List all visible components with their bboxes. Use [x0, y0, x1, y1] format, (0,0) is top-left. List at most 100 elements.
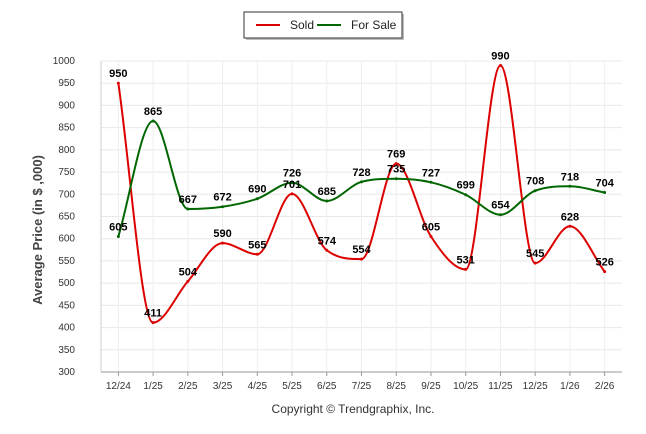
data-point-sold	[498, 63, 502, 67]
data-point-sold	[221, 241, 225, 245]
x-tick-label: 3/25	[213, 381, 233, 392]
data-point-sold	[533, 261, 537, 265]
y-tick-label: 700	[58, 189, 75, 200]
data-point-for-sale	[360, 180, 363, 184]
data-point-for-sale	[151, 119, 155, 123]
data-point-sold	[255, 252, 259, 256]
data-label-sold: 769	[387, 149, 405, 161]
data-point-sold	[116, 81, 120, 85]
y-tick-label: 800	[58, 145, 75, 156]
data-point-sold	[290, 192, 294, 196]
y-tick-label: 400	[58, 323, 75, 334]
copyright-text: Copyright © Trendgraphix, Inc.	[272, 402, 435, 416]
x-tick-label: 10/25	[453, 381, 478, 392]
x-tick-label: 12/24	[106, 381, 131, 392]
data-point-sold	[394, 162, 398, 166]
data-label-for-sale: 865	[144, 106, 162, 118]
x-tick-label: 7/25	[352, 381, 372, 392]
data-point-sold	[360, 257, 363, 261]
data-label-sold: 411	[144, 308, 162, 320]
y-tick-label: 900	[58, 100, 75, 111]
legend-label-sold: Sold	[290, 18, 314, 32]
x-tick-label: 2/26	[595, 381, 615, 392]
x-tick-label: 5/25	[282, 381, 302, 392]
data-point-for-sale	[429, 180, 433, 184]
data-label-for-sale: 708	[526, 176, 544, 188]
data-label-for-sale: 699	[457, 180, 475, 192]
data-label-sold: 701	[283, 179, 301, 191]
y-tick-label: 300	[58, 367, 75, 378]
x-tick-label: 11/25	[488, 381, 513, 392]
data-label-sold: 990	[491, 50, 509, 62]
y-tick-label: 1000	[53, 56, 76, 67]
data-point-sold	[186, 279, 190, 283]
data-label-sold: 554	[352, 244, 371, 256]
data-label-for-sale: 727	[422, 167, 440, 179]
data-point-for-sale	[498, 213, 502, 217]
data-point-for-sale	[290, 181, 294, 185]
data-point-for-sale	[116, 234, 120, 238]
x-tick-label: 6/25	[317, 381, 337, 392]
data-label-for-sale: 690	[248, 184, 266, 196]
data-point-for-sale	[603, 191, 607, 195]
x-tick-label: 9/25	[421, 381, 441, 392]
data-label-sold: 628	[561, 211, 579, 223]
data-point-sold	[151, 321, 155, 325]
legend: Sold For Sale	[243, 11, 404, 40]
data-label-sold: 574	[318, 235, 337, 247]
grid	[101, 60, 622, 373]
data-label-for-sale: 735	[387, 164, 405, 176]
data-label-sold: 565	[248, 239, 266, 251]
data-label-sold: 531	[457, 254, 475, 266]
data-label-for-sale: 605	[109, 221, 127, 233]
data-labels: 950 411 504 590 565 701 574 554 769 605 531 990 545 6…	[109, 50, 615, 319]
series-lines	[116, 63, 607, 325]
y-tick-label: 950	[58, 78, 75, 89]
x-tick-label: 8/25	[386, 381, 406, 392]
legend-label-for-sale: For Sale	[351, 18, 397, 32]
data-point-sold	[603, 270, 607, 274]
axes: 300 350 400 450 500 550 600 650 700 750 800 850 900 9…	[53, 56, 622, 392]
data-label-for-sale: 728	[352, 167, 370, 179]
y-axis-label: Average Price (in $ ,000)	[30, 155, 45, 305]
x-tick-label: 2/25	[178, 381, 198, 392]
x-tick-label: 4/25	[248, 381, 268, 392]
data-label-for-sale: 667	[179, 194, 197, 206]
x-tick-label: 12/25	[523, 381, 548, 392]
data-point-sold	[429, 234, 433, 238]
data-label-for-sale: 672	[213, 192, 231, 204]
y-tick-label: 450	[58, 300, 75, 311]
y-tick-label: 600	[58, 234, 75, 245]
data-point-for-sale	[394, 177, 398, 181]
x-tick-label: 1/25	[143, 381, 163, 392]
data-label-sold: 526	[595, 257, 613, 269]
data-label-for-sale: 654	[491, 200, 510, 212]
data-label-for-sale: 718	[561, 171, 579, 183]
data-label-for-sale: 685	[318, 186, 336, 198]
data-point-for-sale	[533, 189, 537, 193]
y-tick-label: 350	[58, 345, 75, 356]
y-tick-label: 550	[58, 256, 75, 267]
data-point-for-sale	[221, 205, 225, 209]
data-label-sold: 950	[109, 68, 127, 80]
x-tick-label: 1/26	[560, 381, 580, 392]
data-point-sold	[325, 248, 329, 252]
data-point-for-sale	[255, 197, 259, 201]
data-point-sold	[464, 267, 468, 271]
data-point-for-sale	[568, 184, 572, 188]
data-label-sold: 590	[213, 228, 231, 240]
data-point-for-sale	[464, 193, 468, 197]
data-label-for-sale: 704	[595, 178, 614, 190]
y-tick-label: 750	[58, 167, 75, 178]
y-tick-label: 650	[58, 212, 75, 223]
data-label-for-sale: 726	[283, 168, 301, 180]
data-label-sold: 545	[526, 248, 544, 260]
series-line-for-sale	[117, 119, 605, 237]
data-label-sold: 605	[422, 221, 440, 233]
data-point-sold	[568, 224, 572, 228]
y-tick-label: 850	[58, 123, 75, 134]
y-tick-label: 500	[58, 278, 75, 289]
data-point-for-sale	[186, 207, 190, 211]
